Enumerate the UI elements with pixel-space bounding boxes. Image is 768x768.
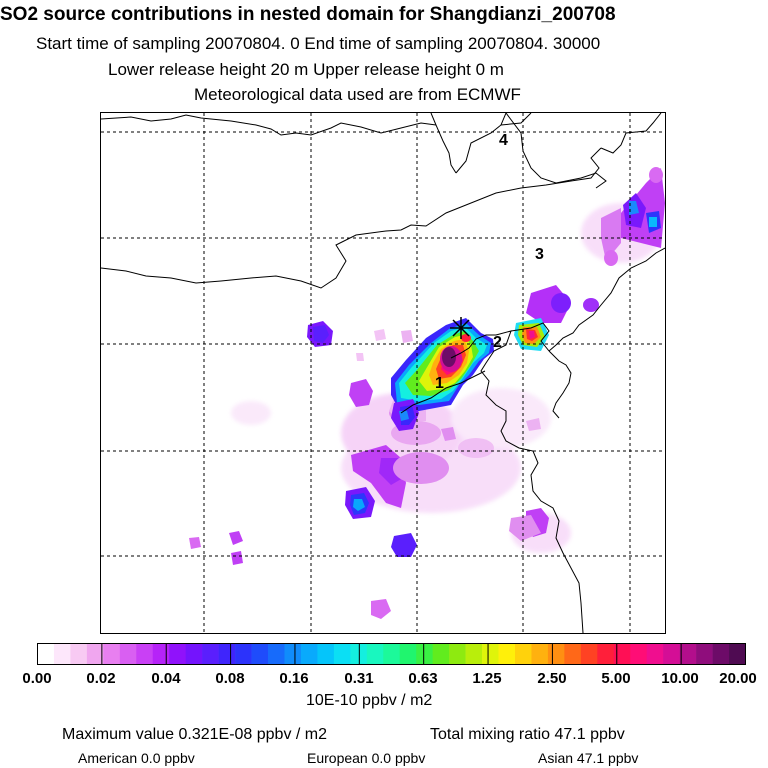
colorbar-swatch [432, 643, 450, 665]
colorbar-swatch [498, 643, 516, 665]
region-label-2: 2 [493, 334, 502, 351]
colorbar-swatch [712, 643, 730, 665]
colorbar [37, 643, 746, 665]
colorbar-swatch [482, 643, 499, 665]
european-contribution: European 0.0 ppbv [307, 750, 426, 766]
isolated-patches [189, 321, 549, 619]
colorbar-swatch [53, 643, 71, 665]
colorbar-swatch [268, 643, 285, 665]
colorbar-tick: 0.08 [215, 670, 245, 687]
colorbar-tick: 0.31 [344, 670, 374, 687]
colorbar-swatch [597, 643, 615, 665]
colorbar-swatch [37, 643, 55, 665]
colorbar-tick: 1.25 [472, 670, 502, 687]
colorbar-tick: 20.00 [719, 670, 757, 687]
total-mixing-label: Total mixing ratio 47.1 ppbv [430, 726, 625, 743]
colorbar-swatch [202, 643, 219, 665]
colorbar-swatch [86, 643, 104, 665]
colorbar-swatch [300, 643, 318, 665]
colorbar-swatch [218, 643, 236, 665]
colorbar-tick: 10.00 [661, 670, 699, 687]
northeast-plume [601, 167, 665, 266]
colorbar-swatch [103, 643, 121, 665]
colorbar-swatch [531, 643, 549, 665]
region-label-4: 4 [499, 132, 508, 149]
colorbar-swatch [416, 643, 433, 665]
colorbar-tick: 0.63 [408, 670, 438, 687]
colorbar-swatch [646, 643, 664, 665]
colorbar-tick: 0.04 [151, 670, 181, 687]
colorbar-swatch [350, 643, 368, 665]
map-panel: 1 2 3 4 [100, 112, 666, 634]
concentration-field [189, 167, 665, 619]
colorbar-swatch [251, 643, 269, 665]
region-label-1: 1 [435, 375, 444, 392]
colorbar-swatch [317, 643, 335, 665]
lat-lon-grid [101, 113, 665, 633]
colorbar-swatch [366, 643, 384, 665]
colorbar-swatch [630, 643, 648, 665]
colorbar-swatch [383, 643, 401, 665]
plume-2-3 [514, 285, 599, 351]
colorbar-swatch [547, 643, 565, 665]
colorbar-swatch [514, 643, 532, 665]
colorbar-swatch [399, 643, 417, 665]
max-value-label: Maximum value 0.321E-08 ppbv / m2 [62, 726, 328, 743]
colorbar-swatch [729, 643, 746, 665]
region-label-3: 3 [535, 246, 544, 263]
colorbar-border [37, 643, 746, 665]
sampling-time-line: Start time of sampling 20070804. 0 End t… [36, 34, 601, 53]
colorbar-tick: 5.00 [601, 670, 631, 687]
colorbar-swatch [152, 643, 170, 665]
colorbar-tick: 0.16 [279, 670, 309, 687]
colorbar-swatch [185, 643, 203, 665]
colorbar-swatch [613, 643, 631, 665]
colorbar-swatch [564, 643, 582, 665]
asian-contribution: Asian 47.1 ppbv [538, 750, 639, 766]
map-svg: 1 2 3 4 [101, 113, 665, 633]
colorbar-swatch [119, 643, 137, 665]
colorbar-tick: 0.00 [22, 670, 52, 687]
colorbar-swatch [284, 643, 302, 665]
colorbar-swatch [580, 643, 598, 665]
colorbar-swatch [70, 643, 88, 665]
page-title: SO2 source contributions in nested domai… [0, 4, 616, 25]
colorbar-unit: 10E-10 ppbv / m2 [306, 692, 433, 709]
colorbar-swatch [465, 643, 483, 665]
meteo-source-line: Meteorological data used are from ECMWF [194, 85, 521, 104]
colorbar-swatch [169, 643, 186, 665]
colorbar-swatch [449, 643, 466, 665]
colorbar-swatch [663, 643, 680, 665]
colorbar-swatch [679, 643, 697, 665]
colorbar-swatch [136, 643, 154, 665]
colorbar-swatch [696, 643, 713, 665]
coastlines [101, 113, 665, 633]
colorbar-swatch [333, 643, 351, 665]
colorbar-tick: 0.02 [86, 670, 116, 687]
colorbar-swatch [235, 643, 252, 665]
colorbar-tick: 2.50 [537, 670, 567, 687]
release-height-line: Lower release height 20 m Upper release … [108, 60, 504, 79]
american-contribution: American 0.0 ppbv [78, 750, 195, 766]
x-cross-icon [450, 317, 472, 339]
